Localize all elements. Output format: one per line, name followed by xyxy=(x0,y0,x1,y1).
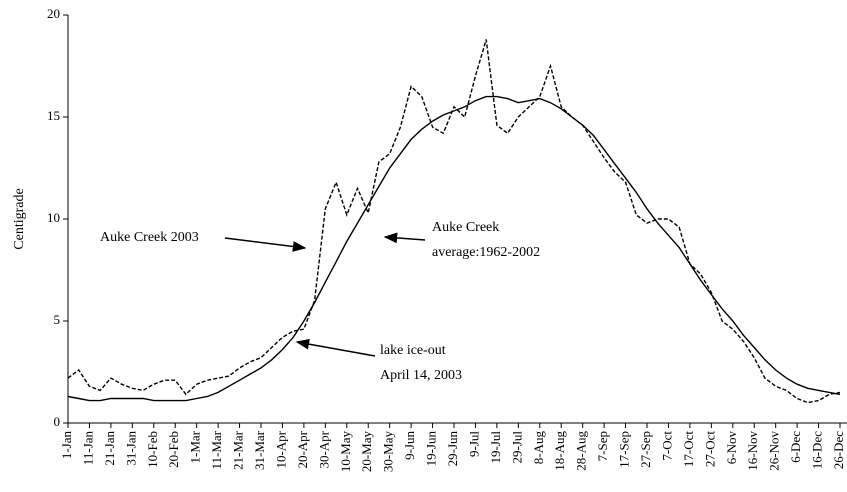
x-tick-label: 20-May xyxy=(359,431,374,473)
x-tick-label: 27-Oct xyxy=(702,431,717,467)
x-tick-label: 10-May xyxy=(338,431,353,473)
x-tick-label: 10-Feb xyxy=(145,431,160,468)
x-tick-label: 20-Apr xyxy=(295,430,310,468)
x-tick-label: 30-Apr xyxy=(316,430,331,468)
x-tick-label: 28-Aug xyxy=(574,431,589,471)
x-tick-label: 31-Jan xyxy=(123,431,138,466)
x-tick-label: 10-Apr xyxy=(273,430,288,468)
annotation: lake ice-out xyxy=(380,343,446,358)
x-tick-label: 29-Jul xyxy=(509,431,524,464)
x-tick-label: 30-May xyxy=(381,431,396,473)
annotation: Auke Creek 2003 xyxy=(100,230,199,245)
y-tick-label: 10 xyxy=(47,210,60,225)
x-tick-label: 11-Jan xyxy=(80,431,95,466)
x-tick-label: 20-Feb xyxy=(166,431,181,468)
y-tick-label: 0 xyxy=(54,414,61,429)
annotation-arrow xyxy=(295,338,376,357)
x-tick-label: 6-Nov xyxy=(724,431,739,465)
y-axis-label: Centigrade xyxy=(12,188,27,249)
x-tick-label: 31-Mar xyxy=(252,430,267,470)
x-tick-label: 16-Dec xyxy=(810,431,825,469)
y-tick-label: 15 xyxy=(47,108,60,123)
annotation-arrow xyxy=(224,237,307,252)
x-tick-label: 16-Nov xyxy=(745,431,760,471)
x-tick-label: 7-Sep xyxy=(595,431,610,461)
x-tick-label: 1-Mar xyxy=(188,430,203,463)
x-tick-label: 26-Nov xyxy=(767,431,782,471)
x-tick-label: 21-Jan xyxy=(102,431,117,466)
annotation: April 14, 2003 xyxy=(380,368,462,383)
x-tick-label: 27-Sep xyxy=(638,431,653,468)
x-tick-label: 19-Jun xyxy=(424,431,439,467)
x-tick-label: 9-Jul xyxy=(466,431,481,457)
x-tick-label: 29-Jun xyxy=(445,431,460,467)
x-tick-label: 17-Sep xyxy=(617,431,632,468)
x-tick-label: 18-Aug xyxy=(552,431,567,471)
series-line xyxy=(67,95,841,402)
x-tick-label: 9-Jun xyxy=(402,431,417,460)
annotation-arrow xyxy=(383,232,426,244)
x-tick-label: 7-Oct xyxy=(659,431,674,461)
x-tick-label: 17-Oct xyxy=(681,431,696,467)
x-tick-label: 11-Mar xyxy=(209,430,224,469)
annotation: Auke Creek xyxy=(432,220,499,235)
series-line xyxy=(67,39,841,404)
y-tick-label: 20 xyxy=(47,6,60,21)
x-tick-label: 6-Dec xyxy=(788,431,803,463)
x-tick-label: 21-Mar xyxy=(231,430,246,470)
x-tick-label: 26-Dec xyxy=(831,431,846,469)
x-tick-label: 19-Jul xyxy=(488,431,503,464)
x-tick-label: 8-Aug xyxy=(531,431,546,465)
x-tick-label: 1-Jan xyxy=(59,431,74,460)
y-tick-label: 5 xyxy=(54,312,61,327)
annotation: average:1962-2002 xyxy=(432,245,540,260)
